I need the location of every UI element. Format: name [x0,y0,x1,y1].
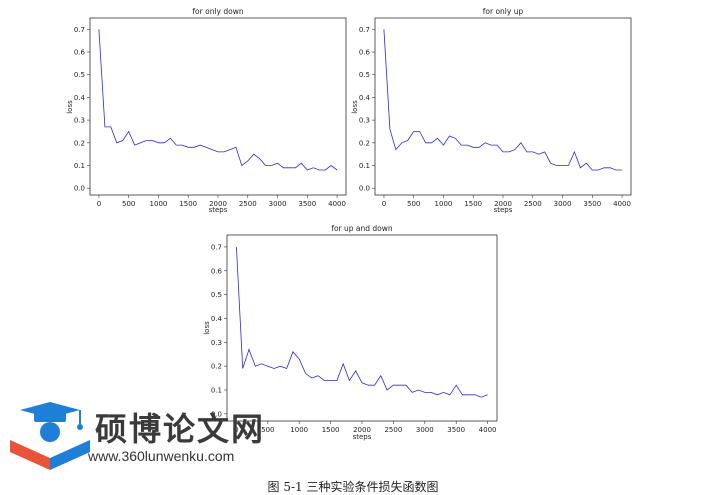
y-tick-label: 0.4 [211,315,223,323]
y-tick-label: 0.4 [74,94,86,102]
y-tick-label: 0.3 [211,339,222,347]
plot-area [226,234,498,422]
y-tick-label: 0.3 [359,117,370,125]
x-tick-label: 3000 [554,200,572,208]
y-tick-label: 0.2 [359,139,370,147]
y-tick-label: 0.5 [74,71,85,79]
x-tick-label: 2500 [384,426,402,434]
x-tick-label: 2000 [353,426,371,434]
x-tick-label: 1000 [435,200,453,208]
chart-only-down: for only down 0 500 1000 1500 2000 2500 3000 35… [66,7,347,214]
y-tick-label: 0.5 [211,291,222,299]
x-tick-label: 0 [382,200,386,208]
x-tick-label: 0 [97,200,101,208]
y-tick-label: 0.2 [211,363,222,371]
y-tick-label: 0.7 [74,26,85,34]
x-tick-label: 3500 [298,200,316,208]
y-tick-label: 0.5 [359,71,370,79]
x-axis-label: steps [494,206,513,214]
x-tick-label: 3000 [416,426,434,434]
x-tick-label: 1500 [464,200,482,208]
watermark-url: www.360lunwenku.com [88,448,235,464]
x-tick-label: 4000 [479,426,497,434]
y-tick-label: 0.0 [359,185,370,193]
y-axis-label: loss [203,321,211,335]
site-watermark: 硕博论文网 www.360lunwenku.com [10,400,270,472]
x-tick-label: 4000 [328,200,346,208]
x-tick-label: 2500 [524,200,542,208]
x-axis-label: steps [209,206,228,214]
loss-series-line [236,246,488,398]
x-tick-label: 0 [234,426,238,434]
chart-title: for only up [483,7,524,16]
y-tick-label: 0.7 [359,26,370,34]
x-tick-label: 500 [122,200,135,208]
x-tick-label: 1000 [150,200,168,208]
y-tick-label: 0.1 [74,162,85,170]
y-tick-label: 0.2 [74,139,85,147]
chart-title: for up and down [331,224,393,233]
y-tick-label: 0.0 [211,410,222,418]
x-tick-label: 1000 [290,426,308,434]
y-axis-label: loss [66,100,74,114]
x-tick-label: 3500 [447,426,465,434]
y-tick-label: 0.1 [211,387,222,395]
plot-area [89,17,347,196]
x-tick-label: 500 [407,200,420,208]
x-tick-label: 1500 [179,200,197,208]
y-tick-label: 0.0 [74,185,85,193]
x-tick-label: 2000 [209,200,227,208]
chart-only-up: for only up 0 500 1000 1500 2000 2500 3000 3500… [351,7,632,214]
x-tick-label: 3500 [583,200,601,208]
x-tick-label: 2500 [239,200,257,208]
x-axis-label: steps [353,433,372,441]
loss-series-line [98,29,338,171]
watermark-brand-text: 硕博论文网 [95,410,266,448]
figure-caption: 图 5-1 三种实验条件损失函数图 [267,480,439,494]
chart-title: for only down [192,7,243,16]
x-tick-label: 4000 [613,200,631,208]
y-tick-label: 0.4 [359,94,371,102]
x-tick-label: 500 [261,426,274,434]
y-axis-label: loss [351,100,359,114]
y-tick-label: 0.6 [211,267,223,275]
x-tick-label: 3000 [269,200,287,208]
y-tick-label: 0.6 [359,49,371,57]
x-tick-label: 2000 [494,200,512,208]
y-tick-label: 0.6 [74,49,86,57]
y-tick-label: 0.1 [359,162,370,170]
x-tick-label: 1500 [322,426,340,434]
plot-area [374,17,632,196]
chart-up-and-down: for up and down 0 500 1000 1500 2000 2500 3000… [203,224,498,441]
y-tick-label: 0.7 [211,243,222,251]
graduation-book-logo-icon [10,402,90,470]
loss-series-line [383,29,623,171]
y-tick-label: 0.3 [74,117,85,125]
